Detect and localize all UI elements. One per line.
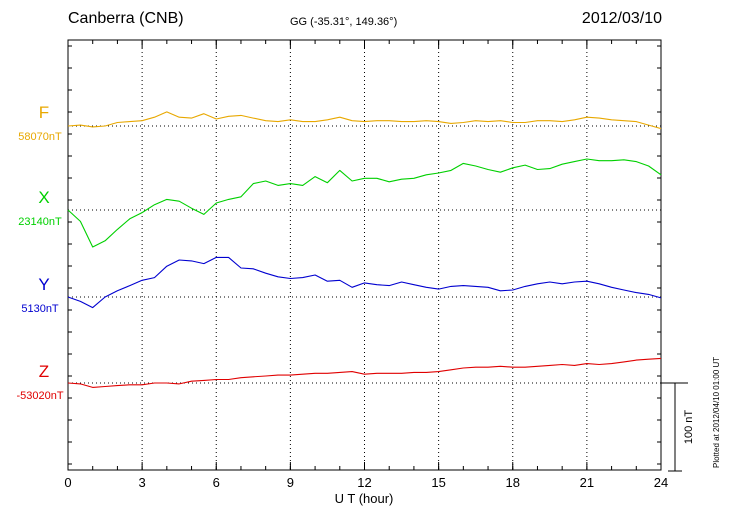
- series-base-x: 23140nT: [18, 216, 62, 228]
- series-lines: [67, 111, 662, 388]
- plot-date: 2012/03/10: [581, 10, 662, 27]
- grid: [68, 40, 661, 470]
- series-name-f: F: [39, 103, 49, 122]
- axis-ticks: 0 3 6 9 12 15 18 21 24: [64, 40, 668, 490]
- plotted-timestamp: Plotted at 2012/04/10 01:00 UT: [712, 356, 721, 468]
- x-tick-label: 12: [357, 475, 371, 490]
- series-base-z: -53020nT: [16, 390, 63, 402]
- scale-bar-label: 100 nT: [683, 410, 695, 445]
- series-name-y: Y: [38, 275, 49, 294]
- x-tick-label: 9: [287, 475, 294, 490]
- station-coordinates: GG (-35.31°, 149.36°): [290, 16, 398, 28]
- series-line-f: [67, 111, 662, 130]
- series-line-z: [67, 357, 662, 388]
- x-tick-label: 21: [580, 475, 594, 490]
- x-axis-label: U T (hour): [335, 491, 394, 506]
- series-line-x: [67, 158, 662, 248]
- series-name-z: Z: [39, 362, 49, 381]
- series-base-f: 58070nT: [18, 131, 62, 143]
- x-tick-label: 15: [431, 475, 445, 490]
- x-tick-label: 18: [506, 475, 520, 490]
- x-tick-label: 0: [64, 475, 71, 490]
- station-title: Canberra (CNB): [68, 10, 184, 27]
- x-tick-label: 3: [139, 475, 146, 490]
- scale-bar: 100 nT: [661, 382, 695, 472]
- series-labels: F 58070nT X 23140nT Y 5130nT Z -53020nT: [16, 103, 63, 402]
- series-name-x: X: [38, 188, 49, 207]
- series-base-y: 5130nT: [21, 303, 59, 315]
- series-line-y: [67, 256, 662, 309]
- x-tick-label: 6: [213, 475, 220, 490]
- x-tick-label: 24: [654, 475, 668, 490]
